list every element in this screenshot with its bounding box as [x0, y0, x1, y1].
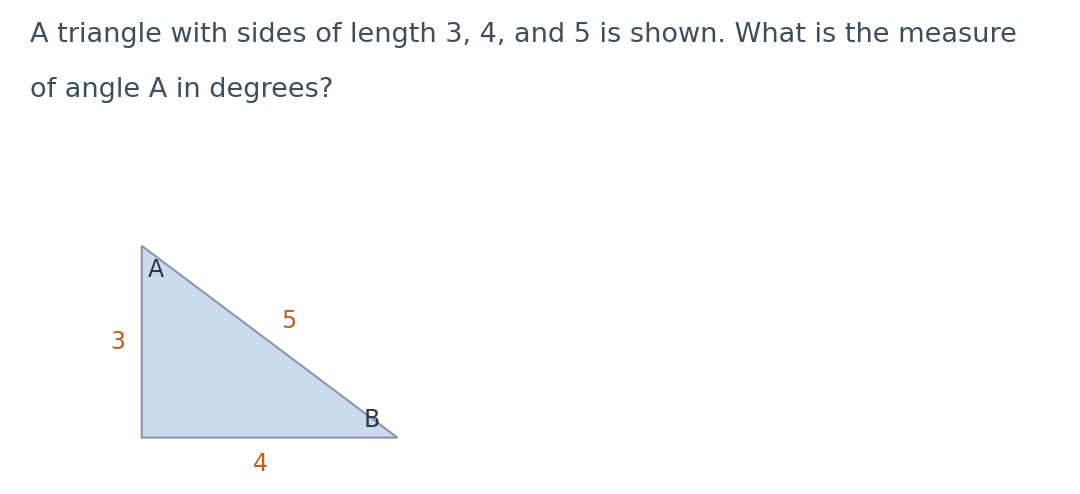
- Text: A triangle with sides of length 3, 4, and 5 is shown. What is the measure: A triangle with sides of length 3, 4, an…: [30, 22, 1017, 48]
- Text: 4: 4: [253, 453, 268, 477]
- Text: of angle A in degrees?: of angle A in degrees?: [30, 77, 334, 103]
- Text: A: A: [148, 258, 164, 282]
- Text: B: B: [364, 408, 380, 432]
- Polygon shape: [141, 246, 397, 438]
- Text: 5: 5: [281, 309, 296, 333]
- Text: 3: 3: [110, 329, 125, 354]
